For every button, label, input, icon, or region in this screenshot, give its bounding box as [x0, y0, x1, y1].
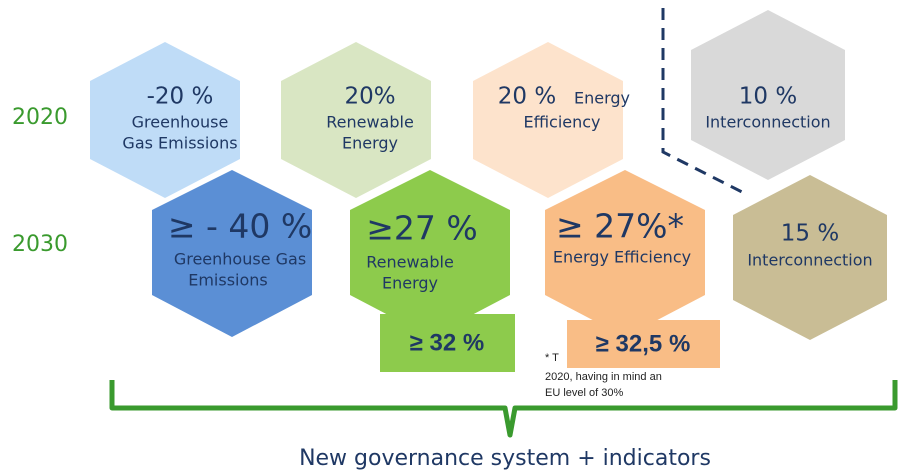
target-label: Greenhouse: [132, 113, 229, 132]
revised-target: ≥ 32,5 %: [596, 330, 691, 357]
footnote: * T: [545, 352, 559, 364]
target-label: Interconnection: [705, 113, 830, 132]
target-value: 20 %: [498, 84, 556, 110]
target-label: Gas Emissions: [122, 134, 237, 153]
bracket: [112, 380, 895, 435]
target-label: Energy: [342, 134, 398, 153]
target-label: Renewable: [366, 253, 454, 272]
target-value: -20 %: [147, 84, 214, 110]
footnote: EU level of 30%: [545, 387, 623, 399]
slide: 2020 2030 -20 % Greenhouse Gas Emissions…: [0, 0, 900, 474]
target-value: ≥ 27%*: [556, 207, 684, 246]
target-value: 20%: [344, 84, 395, 110]
revised-target: ≥ 32 %: [410, 329, 485, 356]
target-value: 15 %: [781, 221, 839, 247]
target-label: Energy: [382, 274, 438, 293]
target-label: Emissions: [188, 271, 268, 290]
footer: New governance system + indicators: [299, 446, 711, 471]
target-label: Energy Efficiency: [553, 248, 691, 267]
row-label: 2030: [12, 232, 68, 257]
target-value: ≥27 %: [366, 209, 478, 248]
target-label: Renewable: [326, 113, 414, 132]
target-label: Efficiency: [523, 113, 600, 132]
footnote: 2020, having in mind an: [545, 371, 662, 383]
target-label: Energy: [574, 89, 630, 108]
target-label: Greenhouse Gas: [174, 250, 306, 269]
row-label: 2020: [12, 105, 68, 130]
target-label: Interconnection: [747, 251, 872, 270]
target-value: 10 %: [739, 84, 797, 110]
target-value: ≥ - 40 %: [168, 207, 312, 246]
